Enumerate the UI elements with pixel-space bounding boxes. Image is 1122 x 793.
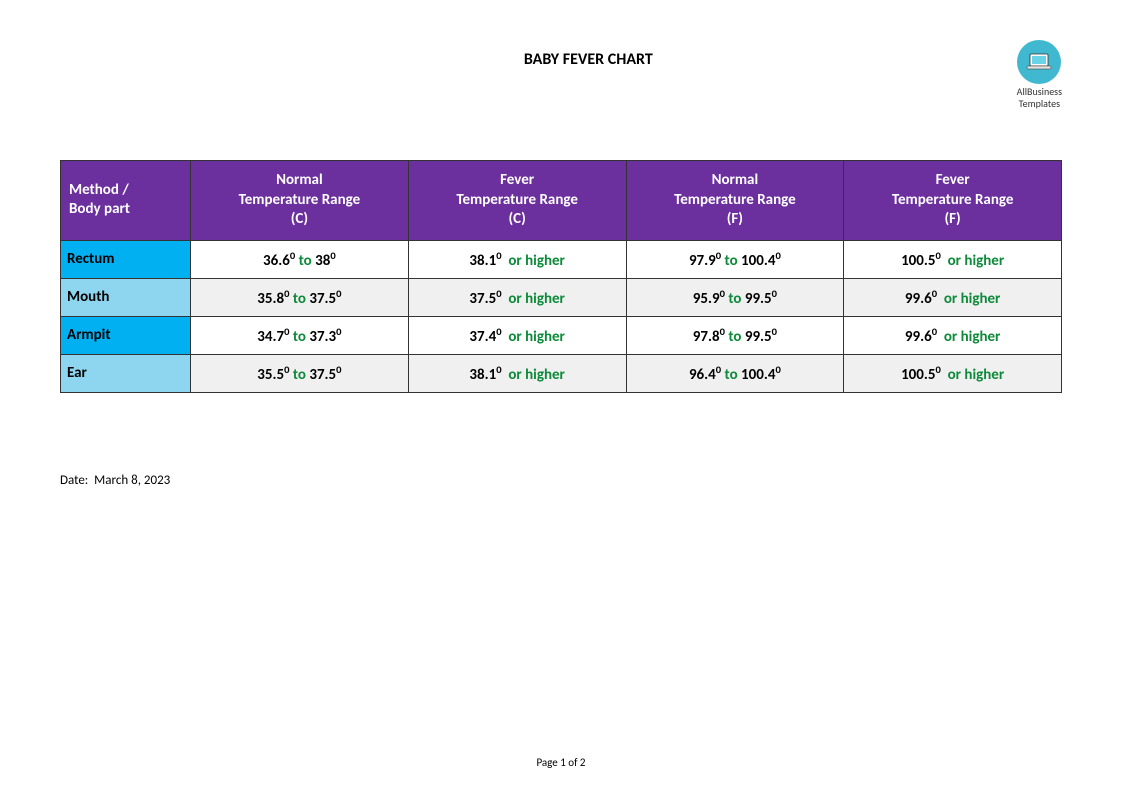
fever-chart-table: Method /Body partNormalTemperature Range… [60, 160, 1062, 393]
table-cell: 99.60 or higher [844, 278, 1062, 316]
column-header: FeverTemperature Range(F) [844, 161, 1062, 241]
table-cell: 37.50 or higher [408, 278, 626, 316]
column-header: NormalTemperature Range(F) [626, 161, 844, 241]
column-header: FeverTemperature Range(C) [408, 161, 626, 241]
row-label: Rectum [61, 240, 191, 278]
table-row: Rectum36.60 to 38038.10 or higher97.90 t… [61, 240, 1062, 278]
column-header: NormalTemperature Range(C) [191, 161, 409, 241]
table-cell: 36.60 to 380 [191, 240, 409, 278]
table-cell: 100.50 or higher [844, 240, 1062, 278]
table-row: Ear35.50 to 37.5038.10 or higher96.40 to… [61, 354, 1062, 392]
logo: AllBusiness Templates [1017, 40, 1062, 110]
page-title: BABY FEVER CHART [160, 50, 1017, 69]
table-cell: 35.80 to 37.50 [191, 278, 409, 316]
date-line: Date: March 8, 2023 [60, 473, 1062, 488]
table-cell: 97.80 to 99.50 [626, 316, 844, 354]
row-label: Armpit [61, 316, 191, 354]
table-cell: 38.10 or higher [408, 240, 626, 278]
table-cell: 38.10 or higher [408, 354, 626, 392]
column-header: Method /Body part [61, 161, 191, 241]
laptop-icon [1017, 40, 1061, 84]
logo-text-line2: Templates [1019, 97, 1060, 110]
row-label: Mouth [61, 278, 191, 316]
table-cell: 100.50 or higher [844, 354, 1062, 392]
table-cell: 35.50 to 37.50 [191, 354, 409, 392]
table-row: Armpit34.70 to 37.3037.40 or higher97.80… [61, 316, 1062, 354]
table-cell: 34.70 to 37.30 [191, 316, 409, 354]
table-cell: 97.90 to 100.40 [626, 240, 844, 278]
table-cell: 99.60 or higher [844, 316, 1062, 354]
table-cell: 95.90 to 99.50 [626, 278, 844, 316]
row-label: Ear [61, 354, 191, 392]
table-cell: 37.40 or higher [408, 316, 626, 354]
table-row: Mouth35.80 to 37.5037.50 or higher95.90 … [61, 278, 1062, 316]
page-footer: Page 1 of 2 [0, 756, 1122, 769]
table-cell: 96.40 to 100.40 [626, 354, 844, 392]
